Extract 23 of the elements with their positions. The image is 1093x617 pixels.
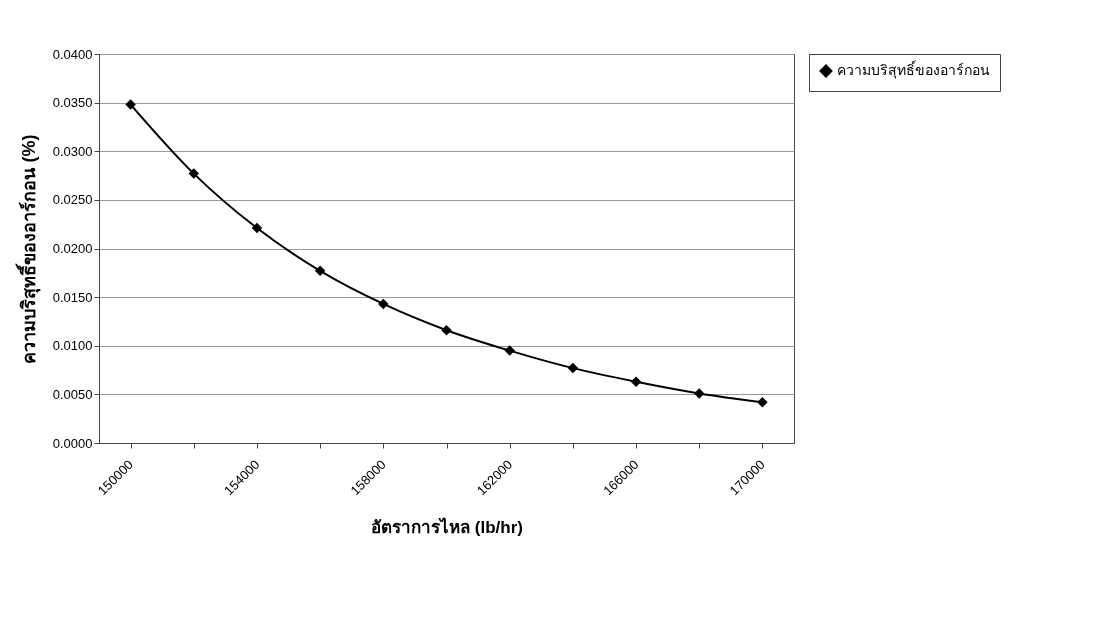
point bbox=[188, 168, 200, 179]
point bbox=[314, 265, 326, 277]
y-tick-label: 0.0100 bbox=[52, 338, 93, 354]
point bbox=[125, 99, 136, 110]
y-tick-label: 0.0300 bbox=[52, 143, 93, 159]
point bbox=[441, 324, 452, 336]
y-tick-label: 0.0400 bbox=[52, 46, 93, 62]
y-tick-label: 0.0000 bbox=[52, 435, 93, 451]
point bbox=[504, 345, 515, 356]
y-tick-label: 0.0200 bbox=[52, 241, 93, 256]
point bbox=[567, 362, 579, 374]
legend-label: ความบริสุทธิ์ของอาร์กอน bbox=[837, 60, 990, 79]
point bbox=[757, 396, 768, 408]
y-tick-label: 0.0150 bbox=[52, 289, 93, 305]
point bbox=[378, 298, 389, 310]
point bbox=[251, 222, 263, 234]
x-axis-title: อัตราการไหล (lb/hr) bbox=[371, 517, 523, 538]
y-axis-title: ความบริสุทธิ์ของอาร์กอน (%) bbox=[14, 134, 41, 364]
point bbox=[693, 388, 705, 399]
y-tick-label: 0.0250 bbox=[52, 192, 93, 208]
y-tick-label: 0.0350 bbox=[52, 95, 93, 111]
point bbox=[630, 376, 642, 387]
y-tick-label: 0.0050 bbox=[52, 386, 93, 402]
